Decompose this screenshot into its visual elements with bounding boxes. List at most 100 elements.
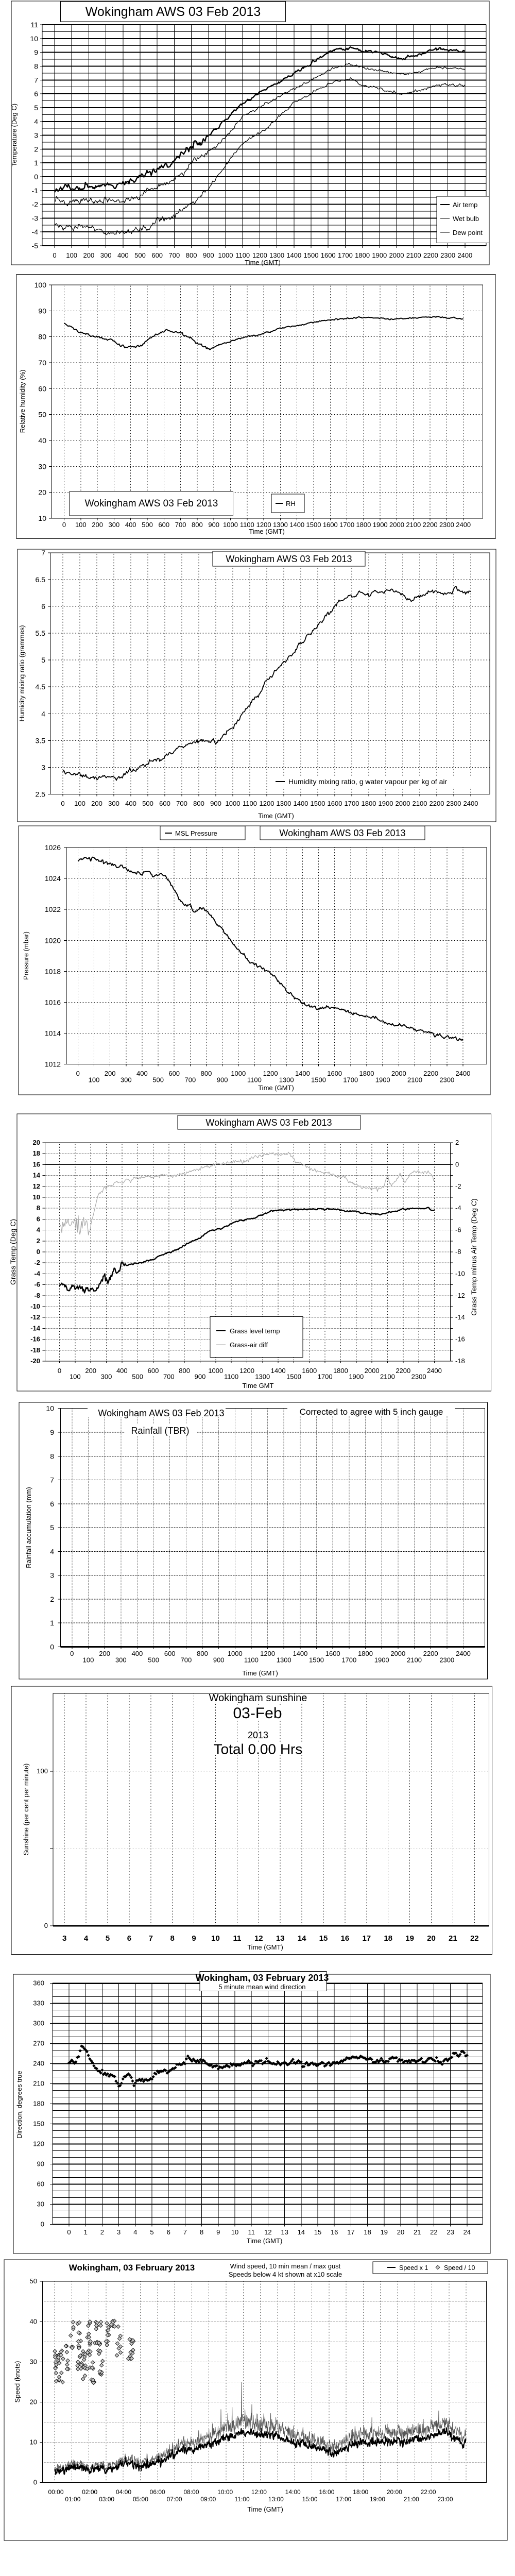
svg-text:2200: 2200 <box>396 1367 410 1375</box>
svg-text:7: 7 <box>183 2228 187 2236</box>
svg-text:1700: 1700 <box>343 1076 358 1084</box>
svg-text:2300: 2300 <box>439 521 454 529</box>
svg-text:12:00: 12:00 <box>251 2488 267 2496</box>
svg-text:1000: 1000 <box>208 1367 223 1375</box>
svg-text:-1: -1 <box>32 187 39 195</box>
svg-text:Corrected to agree with 5 inch: Corrected to agree with 5 inch gauge <box>300 1407 443 1417</box>
svg-text:400: 400 <box>132 1650 143 1657</box>
svg-text:200: 200 <box>83 251 95 259</box>
svg-text:14: 14 <box>33 1172 41 1179</box>
svg-text:700: 700 <box>185 1076 196 1084</box>
svg-text:1800: 1800 <box>362 800 376 807</box>
svg-text:50: 50 <box>38 411 46 419</box>
svg-text:1600: 1600 <box>328 800 342 807</box>
svg-text:2: 2 <box>37 1237 40 1245</box>
svg-text:1000: 1000 <box>228 1650 243 1657</box>
svg-text:1600: 1600 <box>323 521 338 529</box>
svg-text:-14: -14 <box>455 1313 465 1321</box>
svg-text:40: 40 <box>30 2317 37 2325</box>
svg-text:1400: 1400 <box>286 251 301 259</box>
svg-text:1100: 1100 <box>243 800 257 807</box>
svg-text:400: 400 <box>136 1070 148 1077</box>
svg-text:5: 5 <box>41 656 45 664</box>
svg-text:2400: 2400 <box>456 1650 471 1657</box>
svg-text:18:00: 18:00 <box>353 2488 368 2496</box>
svg-text:9: 9 <box>50 1428 54 1436</box>
svg-text:270: 270 <box>33 2039 44 2047</box>
svg-text:0: 0 <box>44 1922 48 1929</box>
svg-text:Dew point: Dew point <box>453 229 483 236</box>
svg-text:800: 800 <box>193 800 204 807</box>
svg-text:300: 300 <box>109 521 120 529</box>
svg-text:0: 0 <box>41 2221 44 2228</box>
svg-text:10: 10 <box>46 1404 54 1413</box>
svg-text:1000: 1000 <box>231 1070 246 1077</box>
svg-text:2300: 2300 <box>411 1373 426 1381</box>
svg-text:330: 330 <box>33 1999 44 2007</box>
svg-text:-10: -10 <box>455 1269 465 1277</box>
svg-text:300: 300 <box>33 2019 44 2027</box>
svg-text:Rainfall (TBR): Rainfall (TBR) <box>131 1426 189 1436</box>
svg-text:100: 100 <box>70 1373 81 1381</box>
svg-text:Grass level temp: Grass level temp <box>230 1327 280 1335</box>
svg-text:-16: -16 <box>455 1335 465 1343</box>
svg-text:-2: -2 <box>34 1259 40 1266</box>
svg-text:1900: 1900 <box>374 1656 389 1664</box>
svg-text:900: 900 <box>203 251 214 259</box>
svg-text:900: 900 <box>213 1656 225 1664</box>
svg-text:Time (GMT): Time (GMT) <box>249 528 285 535</box>
svg-text:700: 700 <box>175 521 186 529</box>
svg-text:1: 1 <box>50 1619 54 1627</box>
svg-text:0: 0 <box>53 251 56 259</box>
svg-text:2100: 2100 <box>407 1656 422 1664</box>
svg-text:10: 10 <box>38 514 46 522</box>
svg-text:8: 8 <box>200 2228 203 2236</box>
svg-text:1600: 1600 <box>327 1070 342 1077</box>
svg-text:22:00: 22:00 <box>421 2488 436 2496</box>
svg-text:900: 900 <box>217 1076 228 1084</box>
svg-text:2.5: 2.5 <box>36 790 46 798</box>
svg-text:2100: 2100 <box>407 1076 422 1084</box>
svg-text:1700: 1700 <box>338 251 353 259</box>
svg-text:20: 20 <box>427 1934 436 1943</box>
svg-text:1900: 1900 <box>349 1373 364 1381</box>
svg-text:1000: 1000 <box>226 800 241 807</box>
svg-text:900: 900 <box>195 1373 206 1381</box>
svg-text:1014: 1014 <box>45 1029 61 1038</box>
svg-text:3: 3 <box>34 131 38 140</box>
svg-text:1400: 1400 <box>271 1367 286 1375</box>
svg-text:1900: 1900 <box>372 251 387 259</box>
svg-text:12: 12 <box>33 1182 40 1190</box>
svg-text:2013: 2013 <box>248 1730 268 1740</box>
svg-text:800: 800 <box>192 521 203 529</box>
svg-text:2200: 2200 <box>423 1650 438 1657</box>
svg-text:1300: 1300 <box>279 1076 294 1084</box>
svg-text:-14: -14 <box>30 1324 41 1332</box>
svg-text:Wokingham AWS 03 Feb 2013: Wokingham AWS 03 Feb 2013 <box>98 1408 224 1418</box>
svg-text:15:00: 15:00 <box>302 2496 317 2503</box>
svg-text:50: 50 <box>30 2277 37 2285</box>
svg-text:Speeds below 4 kt shown at x10: Speeds below 4 kt shown at x10 scale <box>229 2270 342 2278</box>
svg-text:1022: 1022 <box>45 905 61 913</box>
svg-text:Rainfall accumulation (mm): Rainfall accumulation (mm) <box>25 1487 32 1568</box>
svg-text:600: 600 <box>148 1367 159 1375</box>
svg-text:70: 70 <box>38 359 46 367</box>
svg-text:2100: 2100 <box>406 521 421 529</box>
svg-text:11: 11 <box>30 21 38 29</box>
svg-text:1100: 1100 <box>240 521 254 529</box>
svg-text:Time (GMT): Time (GMT) <box>258 812 294 820</box>
svg-text:18: 18 <box>33 1149 40 1157</box>
svg-text:0: 0 <box>76 1070 80 1077</box>
svg-text:80: 80 <box>38 333 46 341</box>
svg-text:10: 10 <box>30 35 38 43</box>
svg-text:0: 0 <box>34 173 38 181</box>
svg-text:1: 1 <box>34 159 38 167</box>
svg-text:400: 400 <box>125 521 136 529</box>
svg-text:1600: 1600 <box>325 1650 340 1657</box>
svg-text:4: 4 <box>37 1226 41 1234</box>
svg-text:Humidity mixing ratio, g water: Humidity mixing ratio, g water vapour pe… <box>288 777 447 786</box>
svg-text:7: 7 <box>34 76 38 84</box>
svg-text:100: 100 <box>83 1656 94 1664</box>
svg-text:-8: -8 <box>455 1248 461 1256</box>
svg-text:1012: 1012 <box>45 1060 61 1069</box>
